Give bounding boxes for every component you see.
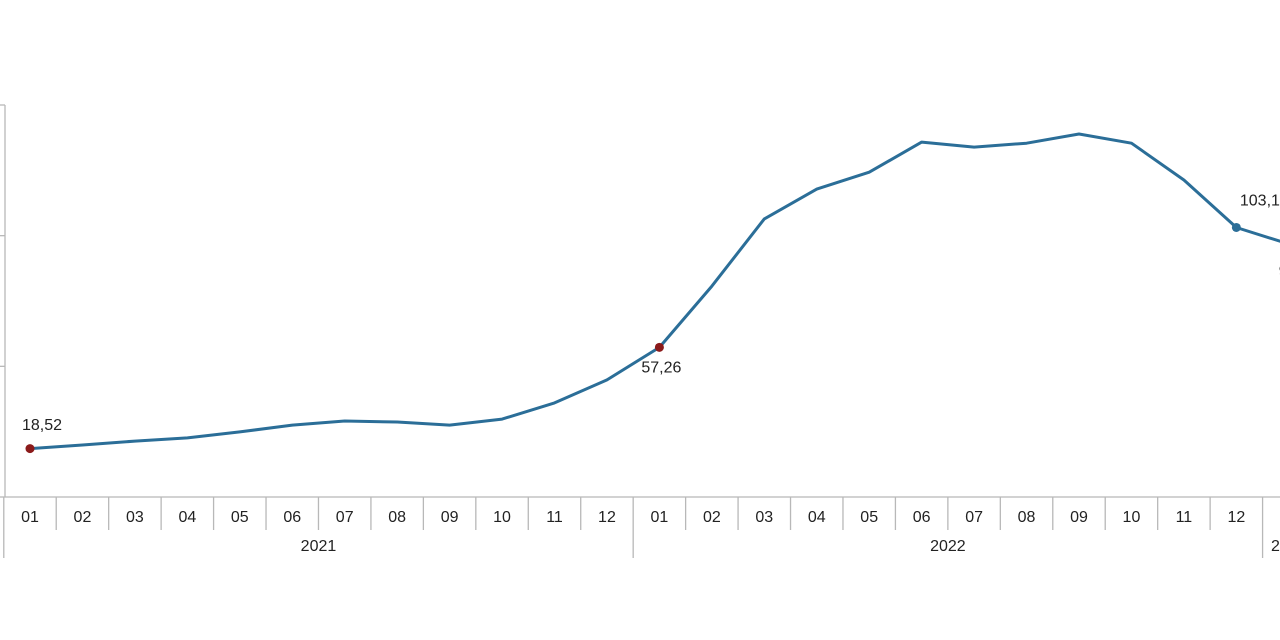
x-tick-label: 07 (965, 509, 983, 526)
data-label: 57,26 (641, 360, 681, 377)
x-tick-label: 06 (913, 509, 931, 526)
x-tick-label: 08 (1018, 509, 1036, 526)
x-tick-label: 11 (1176, 509, 1193, 526)
x-tick-label: 02 (74, 509, 92, 526)
x-tick-label: 09 (1070, 509, 1088, 526)
x-tick-label: 01 (651, 509, 669, 526)
point-marker (25, 444, 35, 454)
x-tick-label: 03 (755, 509, 773, 526)
x-tick-label: 05 (860, 509, 878, 526)
x-tick-label: 07 (336, 509, 354, 526)
x-tick-label: 09 (441, 509, 459, 526)
data-label: 18,52 (22, 417, 62, 434)
series-line (29, 132, 1280, 451)
x-tick-label: 12 (1227, 509, 1245, 526)
point-marker (654, 342, 664, 352)
group-label: 2021 (301, 538, 337, 555)
point-marker (1231, 222, 1241, 232)
x-tick-label: 12 (598, 509, 616, 526)
group-label: 2022 (930, 538, 966, 555)
x-tick-label: 11 (546, 509, 563, 526)
x-tick-label: 02 (703, 509, 721, 526)
x-tick-label: 06 (283, 509, 301, 526)
x-tick-label: 08 (388, 509, 406, 526)
data-label: 96,80 (1279, 263, 1280, 280)
x-tick-label: 10 (493, 509, 511, 526)
group-label: 2023 (1271, 538, 1280, 555)
data-label: 103,14 (1240, 193, 1280, 210)
x-tick-label: 03 (126, 509, 144, 526)
x-tick-label: 01 (21, 509, 39, 526)
x-tick-label: 05 (231, 509, 249, 526)
x-tick-label: 04 (178, 509, 196, 526)
x-tick-label: 04 (808, 509, 826, 526)
x-tick-label: 10 (1123, 509, 1141, 526)
